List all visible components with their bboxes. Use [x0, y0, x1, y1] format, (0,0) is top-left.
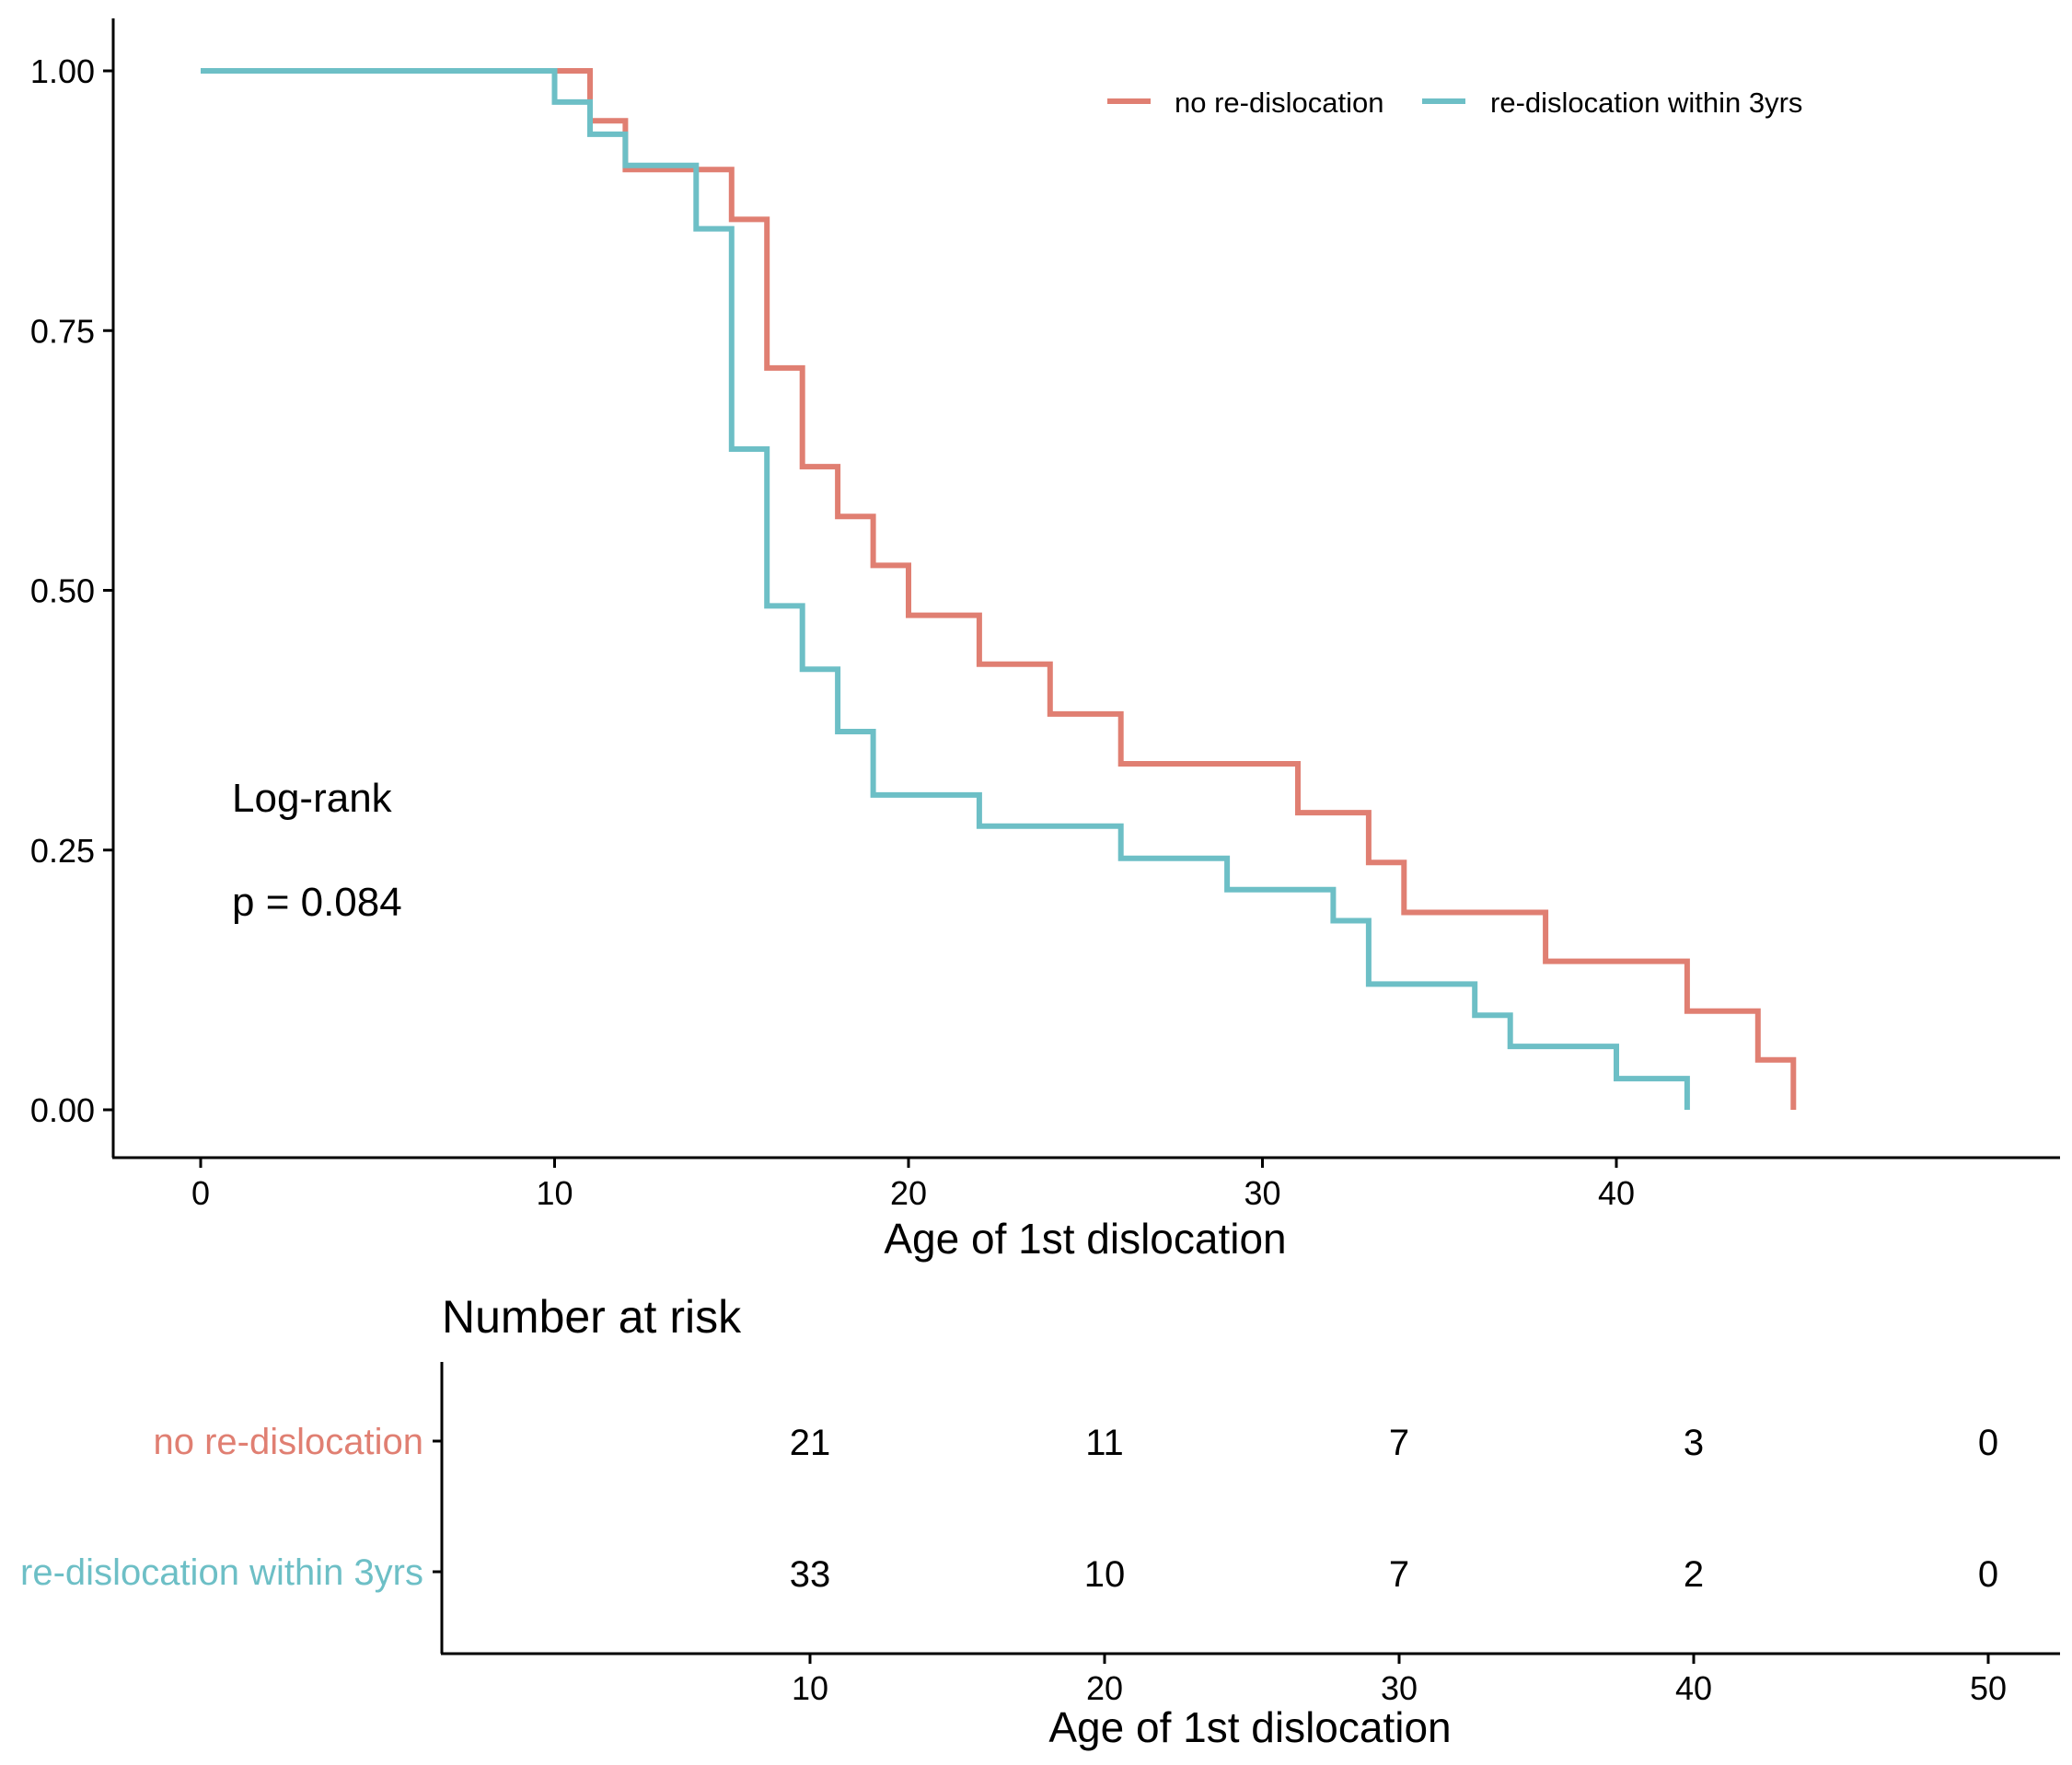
x-tick-label: 0 [191, 1174, 210, 1212]
y-ticks: 0.00 0.25 0.50 0.75 1.00 [30, 52, 113, 1129]
risk-table-title: Number at risk [442, 1291, 742, 1343]
risk-x-axis-title: Age of 1st dislocation [1048, 1703, 1451, 1751]
x-ticks: 0 10 20 30 40 [191, 1158, 1635, 1212]
risk-cell-re-dislocation-within-3yrs: 7 [1389, 1554, 1409, 1595]
km-curves [201, 68, 1797, 1110]
risk-x-ticks: 10 20 30 40 50 [792, 1654, 2007, 1707]
x-tick-label: 30 [1244, 1174, 1280, 1212]
risk-x-tick-label: 30 [1381, 1669, 1418, 1707]
annotation-log-rank: Log-rank [232, 776, 393, 821]
legend: no re-dislocation re-dislocation within … [1107, 87, 1802, 119]
risk-cell-no-re-dislocation: 11 [1085, 1423, 1124, 1463]
risk-x-tick-label: 50 [1970, 1669, 2007, 1707]
risk-cell-no-re-dislocation: 3 [1684, 1423, 1704, 1463]
risk-table: Number at risk no re-dislocation re-disl… [20, 1291, 2060, 1751]
risk-cell-re-dislocation-within-3yrs: 0 [1978, 1554, 1998, 1595]
risk-x-tick-label: 10 [792, 1669, 828, 1707]
y-tick-label: 0.75 [30, 312, 95, 350]
legend-label-no-re-dislocation: no re-dislocation [1175, 87, 1383, 119]
km-plot: 0.00 0.25 0.50 0.75 1.00 0 10 20 30 40 Age of 1s… [30, 18, 2060, 1263]
x-tick-label: 40 [1598, 1174, 1635, 1212]
y-tick-label: 0.25 [30, 832, 95, 870]
risk-cell-re-dislocation-within-3yrs: 33 [790, 1554, 831, 1595]
risk-x-tick-label: 20 [1086, 1669, 1123, 1707]
annotation-p-value: p = 0.084 [232, 880, 402, 925]
x-tick-label: 20 [890, 1174, 927, 1212]
risk-row-label-re-dislocation-within-3yrs: re-dislocation within 3yrs [20, 1552, 423, 1593]
km-curve-re-dislocation-within-3yrs [201, 68, 1690, 1110]
legend-label-re-dislocation-within-3yrs: re-dislocation within 3yrs [1490, 87, 1802, 119]
risk-cell-re-dislocation-within-3yrs: 10 [1084, 1554, 1126, 1595]
x-tick-label: 10 [536, 1174, 573, 1212]
km-curve-no-re-dislocation [201, 68, 1797, 1110]
risk-cell-no-re-dislocation: 0 [1978, 1423, 1998, 1463]
risk-row-label-no-re-dislocation: no re-dislocation [154, 1422, 424, 1462]
risk-cell-re-dislocation-within-3yrs: 2 [1684, 1554, 1704, 1595]
y-tick-label: 1.00 [30, 52, 95, 90]
risk-cells: 21 11 7 3 0 33 10 7 2 0 [790, 1423, 1998, 1595]
risk-cell-no-re-dislocation: 21 [790, 1423, 831, 1463]
risk-x-tick-label: 40 [1675, 1669, 1712, 1707]
y-tick-label: 0.50 [30, 572, 95, 610]
risk-cell-no-re-dislocation: 7 [1389, 1423, 1409, 1463]
x-axis-title: Age of 1st dislocation [884, 1215, 1286, 1263]
y-tick-label: 0.00 [30, 1091, 95, 1129]
